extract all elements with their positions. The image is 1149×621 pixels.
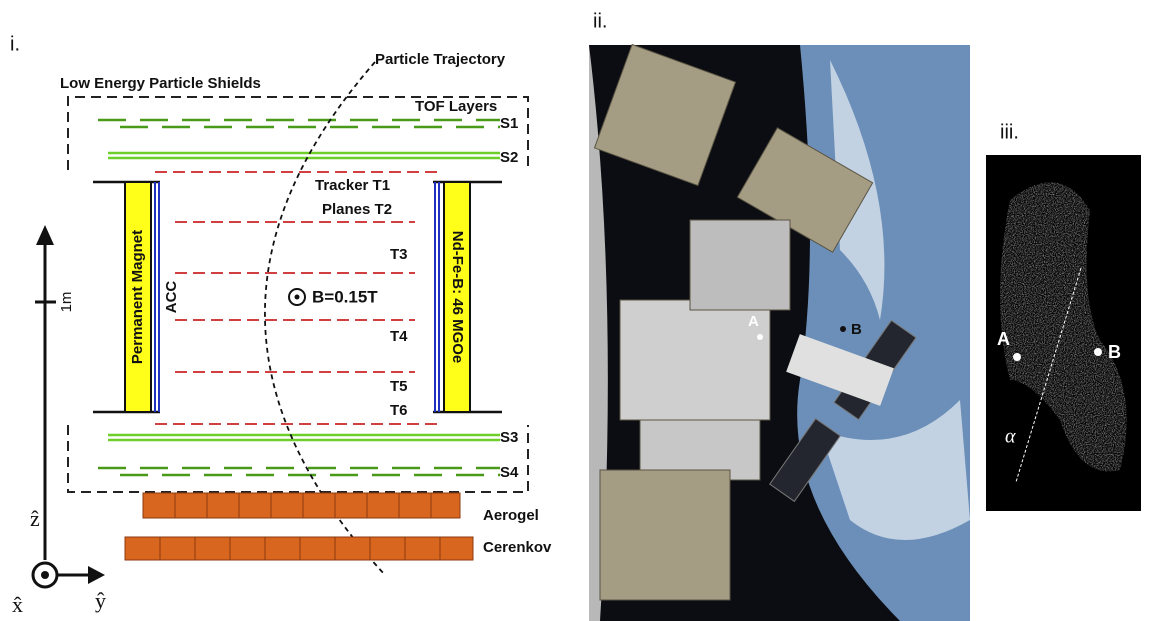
panel-label: iii. — [1000, 121, 1019, 143]
axis-y: ŷ — [95, 588, 106, 613]
point-label: A — [997, 329, 1010, 349]
arrow — [88, 566, 105, 584]
point-label: B — [1108, 342, 1121, 362]
tof-plane: S3 — [500, 429, 518, 446]
tracker-label: T3 — [390, 246, 408, 263]
tof-plane: S1 — [500, 115, 518, 132]
tracker-label: T4 — [390, 328, 408, 345]
magnet-label: Permanent Magnet — [129, 230, 146, 364]
angle-label: α — [1005, 426, 1016, 448]
tracker-label: T6 — [390, 402, 408, 419]
figure: i. Low Energy Particle Shields TOF Layer… — [0, 0, 1149, 621]
tof-label: TOF Layers — [415, 98, 497, 115]
tof-plane: S2 — [500, 149, 518, 166]
point — [840, 326, 846, 332]
panel-ii: ii. A B — [589, 10, 970, 621]
axis-x: x̂ — [12, 592, 23, 617]
point — [1013, 353, 1021, 361]
acc-label: ACC — [163, 281, 180, 314]
point-label: A — [748, 313, 759, 330]
axis-z: ẑ — [30, 506, 40, 531]
origin — [41, 571, 49, 579]
field-label: B=0.15T — [312, 287, 378, 306]
tracker-label: Tracker T1 — [315, 177, 390, 194]
field-symbol — [295, 295, 300, 300]
panel-label: i. — [10, 33, 20, 55]
arrow — [36, 225, 54, 245]
aerogel — [125, 493, 473, 560]
material-label: Nd-Fe-B: 46 MGOe — [449, 231, 466, 364]
aerogel-label: Aerogel — [483, 507, 539, 524]
tof-s4 — [98, 468, 500, 475]
trajectory-label: Particle Trajectory — [375, 51, 506, 68]
tracker-label: Planes T2 — [322, 201, 392, 218]
panel-i: i. Low Energy Particle Shields TOF Layer… — [10, 33, 552, 617]
shields-label: Low Energy Particle Shields — [60, 75, 261, 92]
cerenkov-label: Cerenkov — [483, 539, 552, 556]
point-label: B — [851, 321, 862, 338]
point — [757, 334, 763, 340]
tof-plane: S4 — [500, 464, 519, 481]
scale-label: 1m — [58, 292, 75, 313]
tof-s1 — [98, 120, 500, 127]
panel-iii: iii. A B α — [986, 121, 1141, 511]
point — [1094, 348, 1102, 356]
panel-label: ii. — [593, 10, 607, 32]
tracker-label: T5 — [390, 378, 408, 395]
